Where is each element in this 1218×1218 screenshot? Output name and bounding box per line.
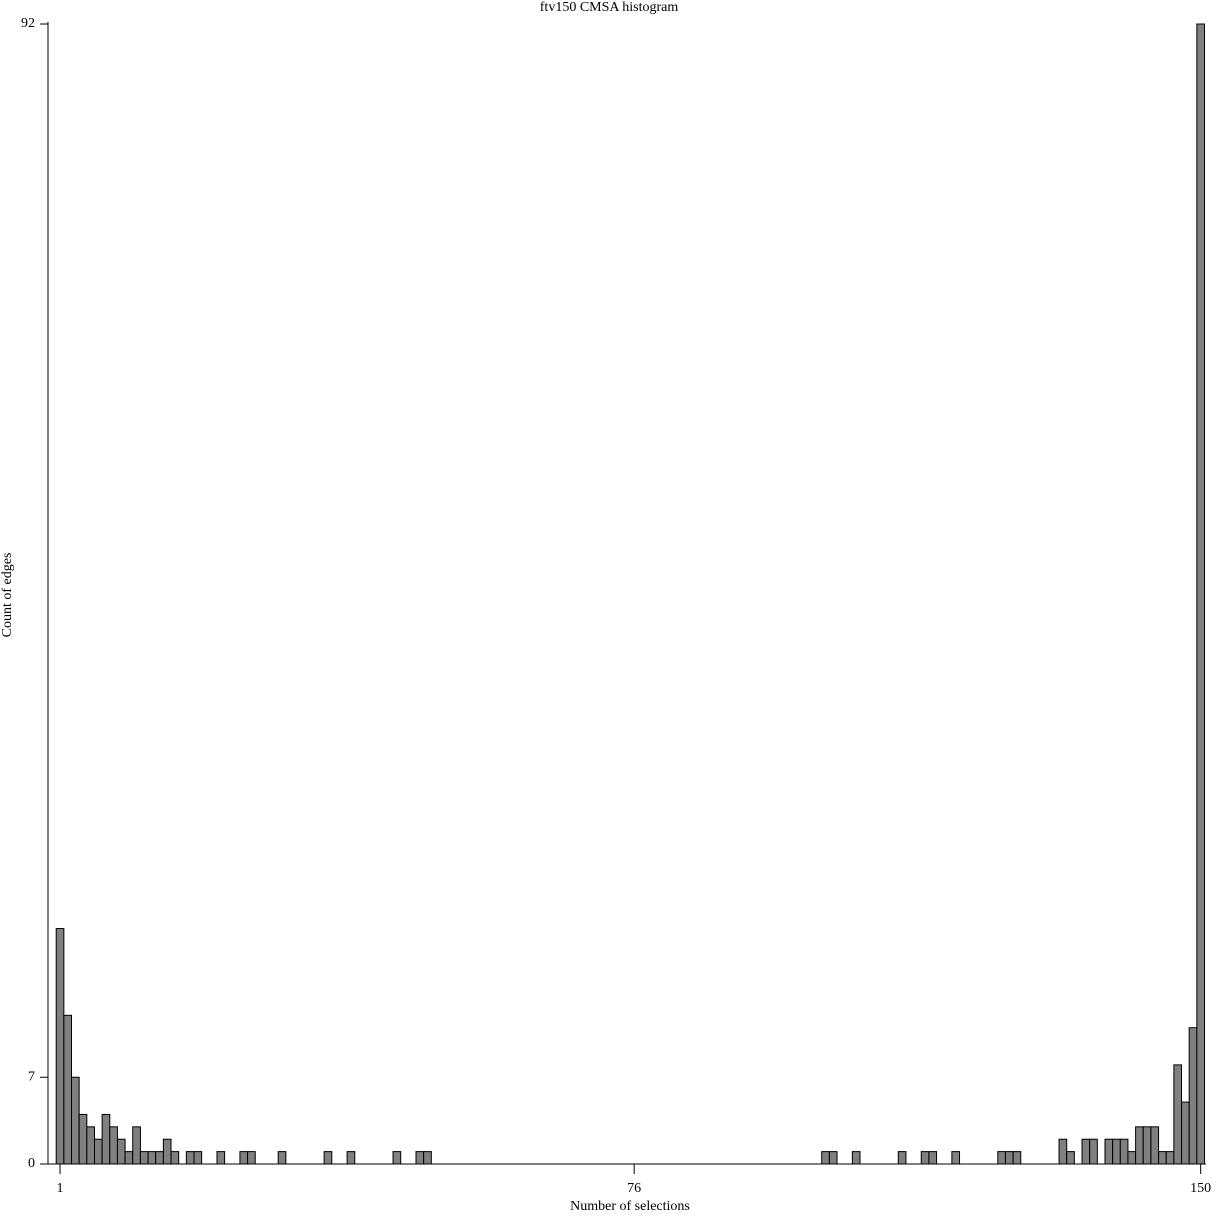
bar: [821, 1151, 830, 1165]
bar: [997, 1151, 1006, 1165]
bar: [247, 1151, 256, 1165]
bar: [1173, 1064, 1183, 1165]
bar: [86, 1126, 95, 1165]
bar: [1012, 1151, 1022, 1165]
bar: [1058, 1138, 1068, 1165]
x-tick-label: 1: [57, 1181, 64, 1196]
bar: [55, 928, 65, 1165]
bar: [1081, 1138, 1091, 1165]
bar: [1196, 23, 1206, 1165]
bar: [1104, 1138, 1114, 1165]
bar: [423, 1151, 432, 1165]
bar: [1142, 1126, 1152, 1165]
bar: [1188, 1027, 1198, 1165]
bar: [139, 1151, 149, 1165]
bar: [162, 1138, 172, 1165]
bar: [132, 1126, 141, 1165]
bar: [920, 1151, 930, 1165]
bar: [851, 1151, 861, 1165]
bar: [109, 1126, 118, 1165]
bar: [1112, 1138, 1121, 1165]
bar: [1158, 1151, 1167, 1165]
bar: [1089, 1138, 1098, 1165]
bar: [1150, 1126, 1160, 1165]
bar: [1066, 1151, 1075, 1165]
bar: [185, 1151, 195, 1165]
y-axis-label: Count of edges: [0, 553, 15, 638]
bar: [928, 1151, 938, 1165]
bar: [951, 1151, 961, 1165]
bar: [323, 1151, 333, 1165]
bar: [93, 1138, 103, 1165]
bar: [71, 1076, 80, 1165]
chart-title: ftv150 CMSA histogram: [540, 0, 679, 15]
bar: [124, 1151, 134, 1165]
bar: [116, 1138, 126, 1165]
x-axis-label: Number of selections: [570, 1199, 690, 1214]
bar: [346, 1151, 356, 1165]
bar: [78, 1113, 88, 1165]
bar: [216, 1151, 226, 1165]
y-tick-label: 0: [28, 1156, 35, 1171]
bar: [392, 1151, 402, 1165]
bar: [239, 1151, 249, 1165]
bar: [1165, 1151, 1175, 1165]
bar: [1119, 1138, 1129, 1165]
x-tick-label: 150: [1190, 1181, 1211, 1196]
bar: [193, 1151, 203, 1165]
bar: [1135, 1126, 1144, 1165]
bar: [277, 1151, 287, 1165]
bar: [828, 1151, 838, 1165]
bar: [170, 1151, 180, 1165]
bar: [1004, 1151, 1014, 1165]
y-tick-label: 92: [21, 16, 35, 31]
bar: [1181, 1101, 1190, 1165]
bar: [1127, 1151, 1137, 1165]
bar: [63, 1014, 73, 1165]
bar: [155, 1151, 164, 1165]
bar: [897, 1151, 907, 1165]
x-tick-label: 76: [627, 1181, 641, 1196]
bar: [147, 1151, 157, 1165]
bar: [101, 1113, 111, 1165]
bar: [415, 1151, 425, 1165]
y-tick-label: 7: [28, 1069, 35, 1084]
